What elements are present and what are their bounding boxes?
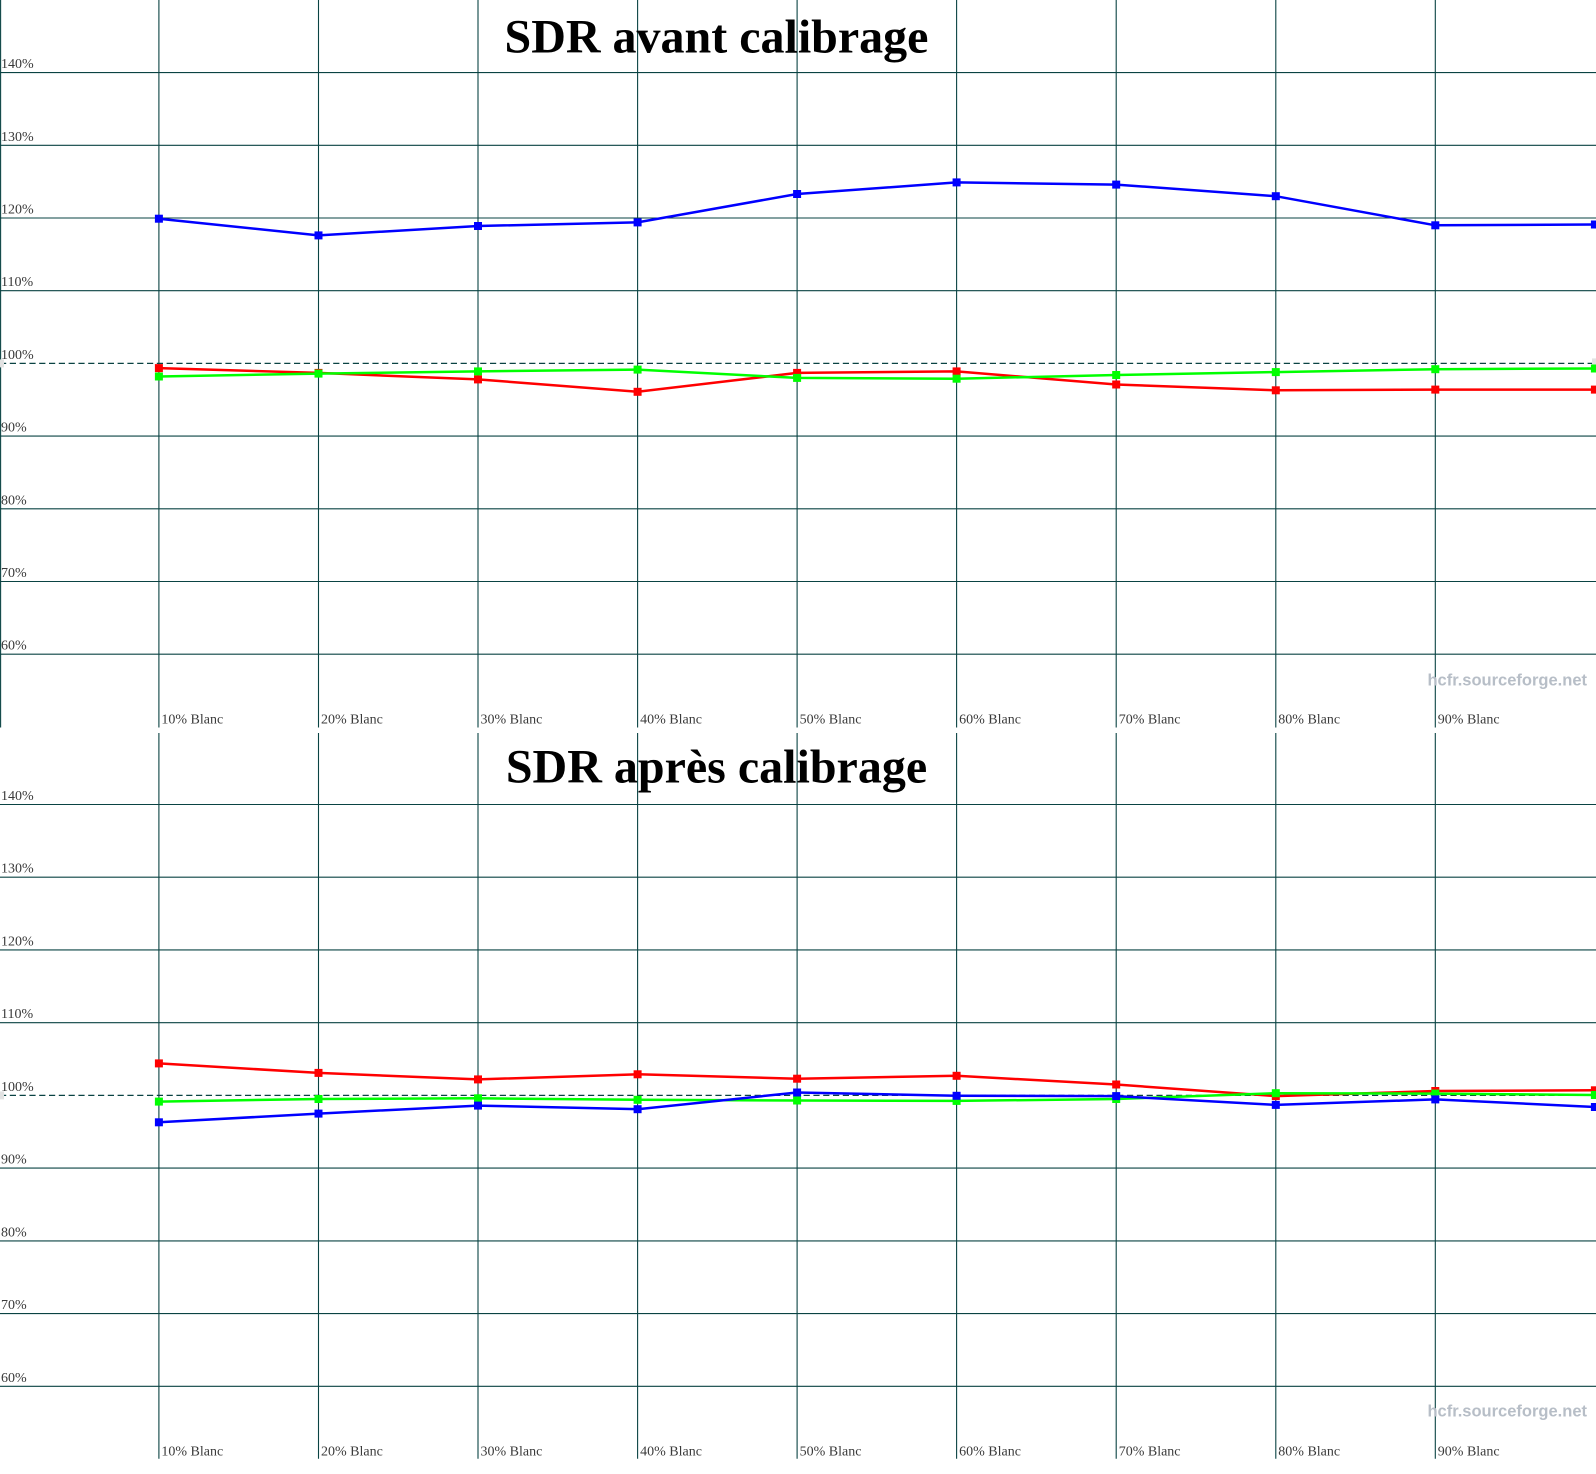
svg-text:40% Blanc: 40% Blanc [640,1445,702,1460]
svg-text:50% Blanc: 50% Blanc [800,1445,862,1460]
svg-text:20% Blanc: 20% Blanc [321,1445,383,1460]
svg-text:40% Blanc: 40% Blanc [640,713,702,728]
svg-text:SDR avant calibrage: SDR avant calibrage [505,11,929,64]
svg-text:70% Blanc: 70% Blanc [1119,713,1181,728]
svg-text:20% Blanc: 20% Blanc [321,713,383,728]
svg-text:70%: 70% [1,566,27,581]
svg-text:70% Blanc: 70% Blanc [1119,1445,1181,1460]
svg-text:60% Blanc: 60% Blanc [959,713,1021,728]
svg-text:120%: 120% [1,934,34,949]
svg-text:SDR après calibrage: SDR après calibrage [506,741,927,794]
svg-text:80% Blanc: 80% Blanc [1278,1445,1340,1460]
svg-text:30% Blanc: 30% Blanc [481,1445,543,1460]
svg-text:hcfr.sourceforge.net: hcfr.sourceforge.net [1427,672,1587,690]
svg-text:90% Blanc: 90% Blanc [1438,713,1500,728]
svg-text:60%: 60% [1,639,27,654]
svg-text:10% Blanc: 10% Blanc [161,713,223,728]
svg-text:hcfr.sourceforge.net: hcfr.sourceforge.net [1427,1403,1587,1421]
svg-text:130%: 130% [1,862,34,877]
svg-text:10% Blanc: 10% Blanc [161,1445,223,1460]
svg-text:50% Blanc: 50% Blanc [800,713,862,728]
svg-text:90% Blanc: 90% Blanc [1438,1445,1500,1460]
svg-text:90%: 90% [1,421,27,436]
svg-text:70%: 70% [1,1298,27,1313]
svg-text:130%: 130% [1,130,34,145]
svg-text:110%: 110% [1,1007,33,1022]
svg-text:110%: 110% [1,275,33,290]
svg-text:80%: 80% [1,1225,27,1240]
svg-text:140%: 140% [1,57,34,72]
svg-text:120%: 120% [1,203,34,218]
svg-text:140%: 140% [1,789,34,804]
svg-text:80%: 80% [1,493,27,508]
svg-text:100%: 100% [1,348,34,363]
svg-text:80% Blanc: 80% Blanc [1278,713,1340,728]
svg-text:30% Blanc: 30% Blanc [481,713,543,728]
svg-text:60%: 60% [1,1371,27,1386]
svg-text:100%: 100% [1,1080,34,1095]
svg-text:60% Blanc: 60% Blanc [959,1445,1021,1460]
svg-text:90%: 90% [1,1153,27,1168]
